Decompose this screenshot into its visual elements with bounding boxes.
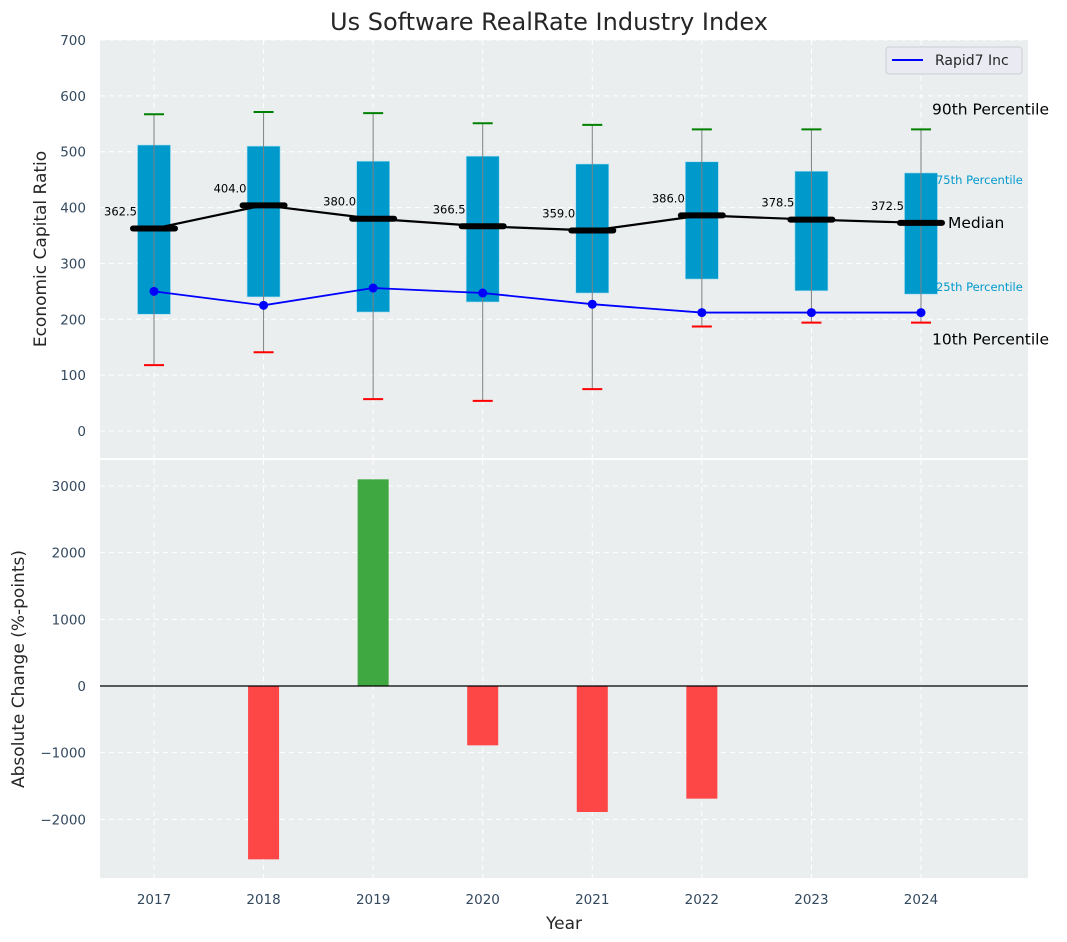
annotation-75th-percentile: 75th Percentile: [936, 173, 1023, 187]
x-tick-label: 2023: [794, 892, 828, 908]
company-point: [587, 299, 597, 309]
y-tick-label: 300: [60, 256, 86, 272]
y-tick-label: 0: [77, 424, 86, 440]
x-tick-label: 2024: [904, 892, 938, 908]
bottom-panel: −2000 −1000 0 1000 2000 3000 2017 2018 2019 2020…: [9, 460, 1028, 934]
y-tick-label: 400: [60, 201, 86, 217]
top-annotations: 90th Percentile 75th Percentile Median 2…: [932, 100, 1049, 348]
y-tick-label: 3000: [52, 479, 86, 495]
negative-change-bar: [467, 686, 499, 746]
company-point: [478, 288, 488, 298]
x-tick-label: 2020: [466, 892, 500, 908]
bottom-y-ticks: −2000 −1000 0 1000 2000 3000: [40, 479, 86, 828]
y-tick-label: 600: [60, 89, 86, 105]
median-value-label: 380.0: [323, 195, 356, 209]
company-point: [697, 308, 707, 318]
legend-label-rapid7: Rapid7 Inc: [935, 53, 1009, 69]
bottom-y-axis-label: Absolute Change (%-points): [9, 550, 29, 788]
x-tick-label: 2021: [575, 892, 609, 908]
company-point: [149, 286, 159, 296]
negative-change-bar: [686, 686, 718, 799]
negative-change-bar: [576, 686, 608, 812]
positive-change-bar: [357, 479, 389, 686]
top-y-ticks: 0 100 200 300 400 500 600 700: [60, 33, 86, 440]
annotation-10th-percentile: 10th Percentile: [932, 331, 1049, 349]
median-value-label: 372.5: [871, 199, 904, 213]
x-tick-label: 2018: [246, 892, 280, 908]
legend: Rapid7 Inc: [885, 46, 1023, 75]
bottom-bars: [248, 479, 718, 860]
company-point: [916, 308, 926, 318]
median-value-label: 378.5: [761, 196, 794, 210]
x-tick-label: 2019: [356, 892, 390, 908]
median-value-label: 362.5: [104, 205, 137, 219]
x-tick-label: 2022: [685, 892, 719, 908]
y-tick-label: 500: [60, 145, 86, 161]
annotation-25th-percentile: 25th Percentile: [936, 280, 1023, 294]
top-lines: 362.5 404.0 380.0 366.5 359.0 386.0 378.5 372.5: [104, 181, 945, 318]
y-tick-label: −1000: [40, 746, 86, 762]
annotation-90th-percentile: 90th Percentile: [932, 100, 1049, 118]
median-value-label: 366.5: [433, 202, 466, 216]
y-tick-label: 700: [60, 33, 86, 49]
company-point: [806, 308, 816, 318]
median-value-label: 404.0: [214, 181, 247, 195]
top-y-axis-label: Economic Capital Ratio: [31, 151, 51, 347]
y-tick-label: 1000: [52, 612, 86, 628]
x-axis-label: Year: [545, 914, 582, 934]
negative-change-bar: [248, 686, 280, 860]
y-tick-label: 0: [77, 679, 86, 695]
bottom-plot-background: [100, 460, 1028, 878]
median-value-label: 359.0: [542, 206, 575, 220]
y-tick-label: 100: [60, 368, 86, 384]
top-plot-background: [100, 40, 1028, 458]
y-tick-label: 200: [60, 312, 86, 328]
y-tick-label: 2000: [52, 546, 86, 562]
x-ticks: 2017 2018 2019 2020 2021 2022 2023 2024: [137, 892, 938, 908]
company-point: [368, 283, 378, 293]
legend-box: [885, 46, 1023, 75]
x-tick-label: 2017: [137, 892, 171, 908]
chart-title: Us Software RealRate Industry Index: [330, 8, 768, 36]
annotation-median: Median: [948, 214, 1004, 232]
company-line: [153, 287, 921, 314]
median-value-label: 386.0: [652, 191, 685, 205]
company-point: [259, 300, 269, 310]
y-tick-label: −2000: [40, 812, 86, 828]
